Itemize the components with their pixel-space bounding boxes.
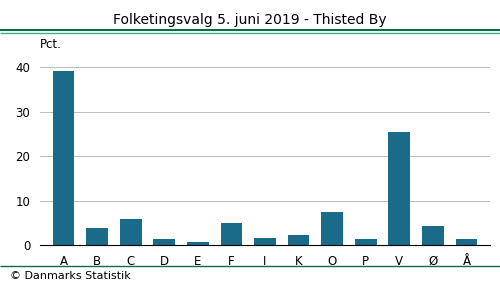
- Bar: [456, 239, 477, 245]
- Bar: [86, 228, 108, 245]
- Bar: [187, 242, 209, 245]
- Bar: [120, 219, 142, 245]
- Bar: [355, 239, 376, 245]
- Bar: [154, 239, 175, 245]
- Text: © Danmarks Statistik: © Danmarks Statistik: [10, 271, 131, 281]
- Bar: [422, 226, 444, 245]
- Text: Pct.: Pct.: [40, 38, 62, 51]
- Bar: [288, 235, 310, 245]
- Bar: [52, 71, 74, 245]
- Bar: [220, 224, 242, 245]
- Bar: [254, 238, 276, 245]
- Text: Folketingsvalg 5. juni 2019 - Thisted By: Folketingsvalg 5. juni 2019 - Thisted By: [113, 13, 387, 27]
- Bar: [322, 212, 343, 245]
- Bar: [388, 132, 410, 245]
